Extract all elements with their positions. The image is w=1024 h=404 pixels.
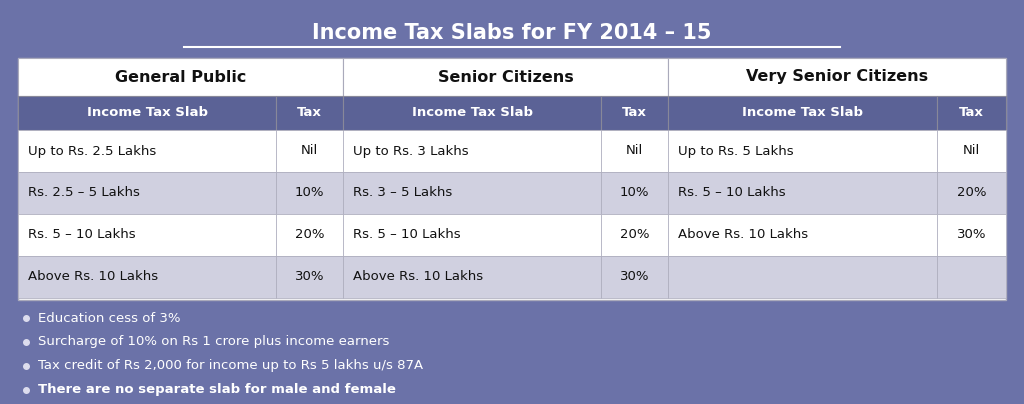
Text: Income Tax Slab: Income Tax Slab: [742, 107, 863, 120]
Bar: [18, 214, 276, 256]
Text: 30%: 30%: [621, 271, 649, 284]
Text: Rs. 2.5 – 5 Lakhs: Rs. 2.5 – 5 Lakhs: [28, 187, 140, 200]
Bar: [343, 214, 601, 256]
Text: 30%: 30%: [956, 229, 986, 242]
Text: Nil: Nil: [963, 145, 980, 158]
Text: Tax: Tax: [297, 107, 323, 120]
Text: General Public: General Public: [115, 69, 246, 84]
Bar: [937, 214, 1006, 256]
Bar: [668, 172, 937, 214]
Bar: [601, 214, 668, 256]
Bar: [276, 256, 343, 298]
Text: Income Tax Slab: Income Tax Slab: [412, 107, 532, 120]
Text: Senior Citizens: Senior Citizens: [437, 69, 573, 84]
Bar: [18, 256, 276, 298]
Bar: [276, 214, 343, 256]
Bar: [343, 130, 601, 172]
Text: Surcharge of 10% on Rs 1 crore plus income earners: Surcharge of 10% on Rs 1 crore plus inco…: [38, 335, 389, 349]
Bar: [276, 130, 343, 172]
Bar: [343, 172, 601, 214]
Text: 30%: 30%: [295, 271, 325, 284]
Bar: [276, 96, 343, 130]
Bar: [937, 172, 1006, 214]
Text: 20%: 20%: [956, 187, 986, 200]
Bar: [18, 58, 343, 96]
Text: Rs. 5 – 10 Lakhs: Rs. 5 – 10 Lakhs: [678, 187, 785, 200]
Bar: [18, 58, 1006, 300]
Bar: [276, 172, 343, 214]
Text: Up to Rs. 3 Lakhs: Up to Rs. 3 Lakhs: [353, 145, 469, 158]
Bar: [601, 96, 668, 130]
Text: Nil: Nil: [301, 145, 318, 158]
Bar: [18, 96, 276, 130]
Bar: [668, 58, 1006, 96]
Text: There are no separate slab for male and female: There are no separate slab for male and …: [38, 383, 396, 396]
Bar: [668, 256, 937, 298]
Text: Income Tax Slab: Income Tax Slab: [87, 107, 208, 120]
Text: Rs. 3 – 5 Lakhs: Rs. 3 – 5 Lakhs: [353, 187, 453, 200]
Bar: [601, 256, 668, 298]
Text: Income Tax Slabs for FY 2014 – 15: Income Tax Slabs for FY 2014 – 15: [312, 23, 712, 43]
Bar: [18, 130, 276, 172]
Bar: [668, 96, 937, 130]
Text: 10%: 10%: [621, 187, 649, 200]
Text: Very Senior Citizens: Very Senior Citizens: [746, 69, 928, 84]
Text: 20%: 20%: [295, 229, 325, 242]
Bar: [937, 96, 1006, 130]
Text: Tax credit of Rs 2,000 for income up to Rs 5 lakhs u/s 87A: Tax credit of Rs 2,000 for income up to …: [38, 360, 423, 372]
Text: 20%: 20%: [621, 229, 649, 242]
Bar: [668, 214, 937, 256]
Bar: [601, 172, 668, 214]
Text: Rs. 5 – 10 Lakhs: Rs. 5 – 10 Lakhs: [28, 229, 135, 242]
Text: Tax: Tax: [623, 107, 647, 120]
Text: Nil: Nil: [626, 145, 643, 158]
Text: Rs. 5 – 10 Lakhs: Rs. 5 – 10 Lakhs: [353, 229, 461, 242]
Bar: [343, 256, 601, 298]
Text: Up to Rs. 2.5 Lakhs: Up to Rs. 2.5 Lakhs: [28, 145, 157, 158]
Text: Above Rs. 10 Lakhs: Above Rs. 10 Lakhs: [678, 229, 808, 242]
Bar: [343, 58, 668, 96]
Bar: [601, 130, 668, 172]
Text: 10%: 10%: [295, 187, 325, 200]
Bar: [937, 130, 1006, 172]
Bar: [937, 256, 1006, 298]
Text: Up to Rs. 5 Lakhs: Up to Rs. 5 Lakhs: [678, 145, 794, 158]
Text: Education cess of 3%: Education cess of 3%: [38, 311, 180, 324]
Text: Above Rs. 10 Lakhs: Above Rs. 10 Lakhs: [353, 271, 483, 284]
Text: Above Rs. 10 Lakhs: Above Rs. 10 Lakhs: [28, 271, 158, 284]
Bar: [18, 172, 276, 214]
Bar: [668, 130, 937, 172]
Bar: [343, 96, 601, 130]
Text: Tax: Tax: [958, 107, 984, 120]
